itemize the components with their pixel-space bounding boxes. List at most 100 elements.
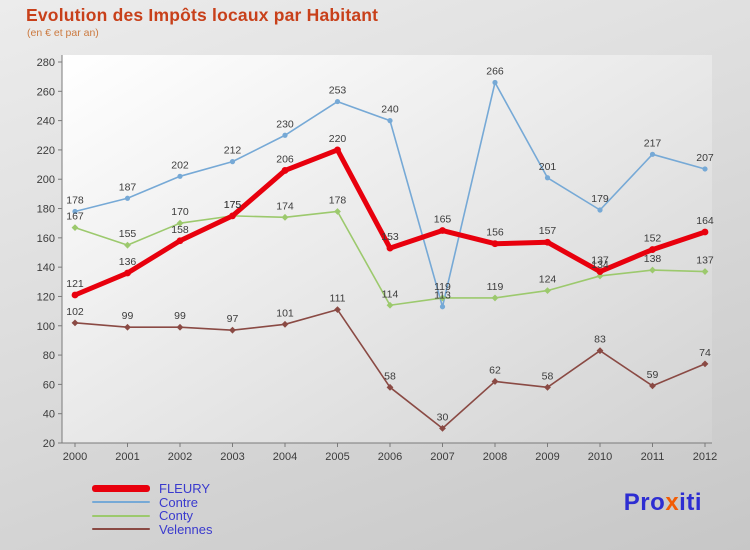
legend-label-fleury: FLEURY xyxy=(159,481,211,497)
point-marker xyxy=(124,269,131,277)
data-label: 99 xyxy=(122,310,134,322)
point-marker xyxy=(281,167,289,174)
point-marker xyxy=(71,319,79,327)
logo-part-2: iti xyxy=(679,489,702,516)
point-marker xyxy=(229,326,236,334)
x-tick-label: 2002 xyxy=(168,451,192,463)
y-tick-label: 180 xyxy=(37,204,55,216)
point-marker xyxy=(701,228,709,236)
point-marker xyxy=(334,208,341,215)
data-label: 175 xyxy=(224,199,242,211)
data-label: 266 xyxy=(486,66,504,78)
data-label: 138 xyxy=(644,253,662,265)
point-marker xyxy=(701,268,709,275)
data-label: 175 xyxy=(224,199,242,211)
legend-label-conty: Conty xyxy=(159,508,193,524)
chart-title: Evolution des Impôts locaux par Habitant xyxy=(26,5,379,25)
data-label: 137 xyxy=(696,255,714,267)
proxiti-logo: Proxiti xyxy=(624,489,702,517)
point-marker xyxy=(439,294,446,302)
point-marker xyxy=(386,383,394,391)
y-tick-label: 60 xyxy=(43,379,55,391)
y-tick-label: 200 xyxy=(37,174,55,186)
data-label: 217 xyxy=(644,137,662,149)
point-marker xyxy=(281,320,289,328)
logo-part-0: Pro xyxy=(623,489,666,516)
point-marker xyxy=(649,266,656,274)
legend-item-fleury: FLEURY xyxy=(92,482,213,496)
data-label: 165 xyxy=(434,214,452,226)
point-marker xyxy=(491,378,499,385)
data-label: 212 xyxy=(224,145,242,157)
point-marker xyxy=(124,323,131,331)
data-label: 59 xyxy=(647,369,659,381)
point-marker xyxy=(124,241,131,249)
data-label: 102 xyxy=(66,306,84,318)
data-label: 167 xyxy=(66,211,84,223)
point-marker xyxy=(492,79,498,86)
data-label: 97 xyxy=(227,313,239,325)
point-marker xyxy=(649,246,656,253)
legend-label-velennes: Velennes xyxy=(159,521,213,537)
point-marker xyxy=(649,382,656,390)
point-marker xyxy=(71,291,79,299)
point-marker xyxy=(177,173,183,179)
x-tick-label: 2008 xyxy=(483,451,507,463)
logo-part-1: x xyxy=(665,489,680,516)
point-marker xyxy=(282,132,288,138)
data-label: 30 xyxy=(437,411,449,423)
point-marker xyxy=(702,166,708,172)
point-marker xyxy=(386,244,394,252)
data-label: 114 xyxy=(382,288,399,300)
x-tick-label: 2001 xyxy=(115,451,139,463)
data-label: 119 xyxy=(434,281,451,293)
y-tick-label: 240 xyxy=(37,116,55,128)
y-tick-label: 260 xyxy=(37,86,55,98)
data-label: 156 xyxy=(486,227,504,239)
y-tick-label: 160 xyxy=(37,233,55,245)
x-tick-label: 2007 xyxy=(430,451,454,463)
x-tick-label: 2000 xyxy=(63,451,87,463)
point-marker xyxy=(176,219,184,227)
y-tick-label: 120 xyxy=(37,291,55,303)
point-marker xyxy=(386,301,394,309)
point-marker xyxy=(596,347,604,355)
data-label: 158 xyxy=(171,224,189,236)
data-label: 170 xyxy=(171,206,189,218)
data-label: 111 xyxy=(330,293,346,305)
point-marker xyxy=(334,98,341,105)
point-marker xyxy=(701,360,709,368)
data-label: 178 xyxy=(329,194,347,206)
legend-swatch-conty xyxy=(92,514,150,517)
legend-item-conty: Conty xyxy=(92,509,213,523)
data-label: 220 xyxy=(329,133,347,145)
point-marker xyxy=(439,424,446,432)
data-label: 119 xyxy=(487,281,504,293)
x-tick-label: 2012 xyxy=(693,451,717,463)
y-tick-label: 280 xyxy=(37,57,55,69)
data-label: 174 xyxy=(276,200,294,212)
point-marker xyxy=(334,146,341,154)
point-marker xyxy=(71,224,79,231)
point-marker xyxy=(649,151,656,157)
point-marker xyxy=(491,294,499,302)
legend-swatch-fleury xyxy=(92,485,150,493)
point-marker xyxy=(176,323,184,331)
chart-legend: FLEURY Contre Conty Velennes xyxy=(92,482,213,536)
data-label: 58 xyxy=(384,370,396,382)
point-marker xyxy=(229,212,236,220)
x-tick-label: 2010 xyxy=(588,451,612,463)
point-marker xyxy=(597,207,603,213)
data-label: 113 xyxy=(434,290,451,302)
data-label: 74 xyxy=(699,347,711,359)
data-label: 134 xyxy=(591,259,609,271)
legend-item-velennes: Velennes xyxy=(92,523,213,537)
point-marker xyxy=(72,208,78,215)
x-tick-label: 2003 xyxy=(220,451,244,463)
data-label: 164 xyxy=(696,215,714,227)
y-tick-label: 220 xyxy=(37,145,55,157)
data-label: 206 xyxy=(276,153,294,165)
data-label: 137 xyxy=(591,255,609,267)
